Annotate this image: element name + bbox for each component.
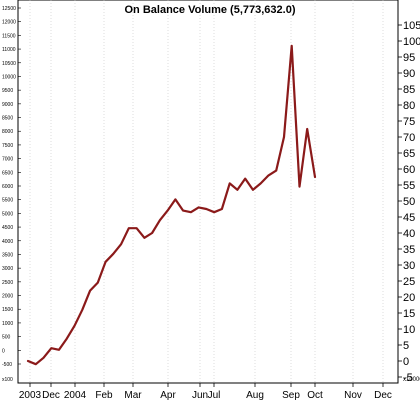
left-tick-label: 9500	[2, 88, 13, 94]
left-tick-label: 11000	[2, 47, 16, 53]
x-tick-label: Nov	[344, 390, 362, 400]
right-tick-label: 40	[403, 228, 415, 240]
right-tick-label: 100	[403, 36, 420, 48]
left-tick-label: 10000	[2, 74, 16, 80]
left-tick-label: 2500	[2, 280, 13, 286]
left-tick-label: 4000	[2, 239, 13, 245]
left-tick-label: 7000	[2, 157, 13, 163]
left-tick-label: 4500	[2, 225, 13, 231]
x-tick-label: Jun	[192, 390, 208, 400]
right-tick-label: 60	[403, 164, 415, 176]
left-tick-label: 9000	[2, 102, 13, 108]
right-tick-label: 55	[403, 180, 415, 192]
left-tick-label: 3000	[2, 266, 13, 272]
right-unit-label: x100000	[403, 377, 420, 383]
right-tick-label: 25	[403, 276, 415, 288]
x-tick-label: Dec	[42, 390, 60, 400]
left-tick-label: 11500	[2, 33, 16, 39]
right-tick-label: 5	[403, 340, 409, 352]
left-tick-label: 2000	[2, 294, 13, 300]
x-tick-label: Aug	[246, 390, 264, 400]
x-tick-label: Feb	[95, 390, 113, 400]
right-tick-label: 85	[403, 84, 415, 96]
left-tick-label: 5500	[2, 198, 13, 204]
x-tick-label: Mar	[124, 390, 142, 400]
right-tick-label: 15	[403, 308, 415, 320]
obv-line	[26, 44, 317, 366]
x-tick-label: Apr	[160, 390, 176, 400]
x-tick-label: 2004	[64, 390, 87, 400]
plot-area	[17, 0, 399, 384]
left-tick-label: 6500	[2, 170, 13, 176]
right-tick-label: 0	[403, 356, 409, 368]
left-tick-label: 500	[2, 335, 11, 341]
left-tick-label: 8500	[2, 116, 13, 122]
left-tick-label: 7500	[2, 143, 13, 149]
x-tick-label: Dec	[374, 390, 392, 400]
left-unit-label: x100	[2, 377, 13, 383]
x-axis: 2003 Dec 2004 Feb Mar Apr Jun Jul Aug Sep Oct Nov De…	[19, 383, 392, 400]
left-tick-label: 0	[2, 348, 5, 354]
right-tick-label: 75	[403, 116, 415, 128]
right-axis: 1051009590858075706560555045403530252015…	[398, 20, 420, 384]
right-tick-label: 70	[403, 132, 415, 144]
x-tick-label: Sep	[282, 390, 300, 400]
left-axis: 1250012000115001100010500100009500900085…	[2, 6, 21, 368]
right-tick-label: 20	[403, 292, 415, 304]
left-tick-label: 12000	[2, 20, 16, 26]
right-tick-label: 35	[403, 244, 415, 256]
right-tick-label: 95	[403, 52, 415, 64]
left-tick-label: 6000	[2, 184, 13, 190]
left-tick-label: 10500	[2, 61, 16, 67]
left-tick-label: 8000	[2, 129, 13, 135]
right-tick-label: -5	[403, 372, 413, 384]
chart-title: On Balance Volume (5,773,632.0)	[125, 4, 296, 16]
right-tick-label: 10	[403, 324, 415, 336]
right-tick-label: 90	[403, 68, 415, 80]
right-tick-label: 30	[403, 260, 415, 272]
left-tick-label: -500	[2, 362, 12, 368]
left-tick-label: 1000	[2, 321, 13, 327]
right-tick-label: 65	[403, 148, 415, 160]
left-tick-label: 12500	[2, 6, 16, 12]
x-tick-label: Oct	[307, 390, 323, 400]
right-tick-label: 45	[403, 212, 415, 224]
right-tick-label: 50	[403, 196, 415, 208]
right-tick-label: 105	[403, 20, 420, 32]
left-tick-label: 3500	[2, 252, 13, 258]
left-tick-label: 1500	[2, 307, 13, 313]
right-tick-label: 80	[403, 100, 415, 112]
left-tick-label: 5000	[2, 211, 13, 217]
x-tick-label: Jul	[208, 390, 221, 400]
series-group	[26, 44, 317, 366]
x-tick-label: 2003	[19, 390, 42, 400]
